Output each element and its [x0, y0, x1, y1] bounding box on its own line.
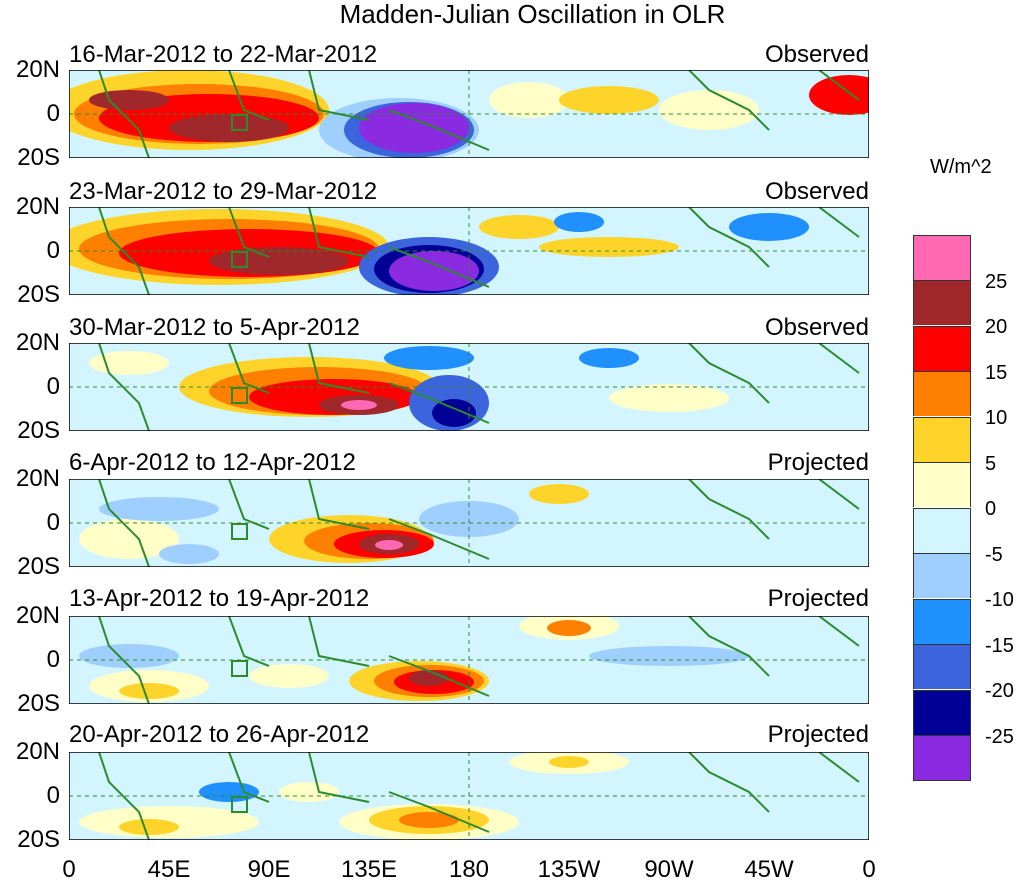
panel-5-kind: Projected	[767, 585, 869, 612]
colorbar-label-10: 10	[985, 407, 1008, 429]
panel-2-lat-20n: 20N	[15, 193, 60, 220]
lon-label-360: 0	[862, 856, 876, 883]
panel-5-lat-20s: 20S	[17, 690, 60, 717]
colorbar-swatch	[913, 417, 971, 462]
panel-6-lat-0: 0	[46, 782, 60, 809]
colorbar-swatch	[913, 735, 971, 781]
panel-3-lat-20s: 20S	[17, 417, 60, 444]
colorbar-swatch	[913, 690, 971, 735]
panel-2-dates: 23-Mar-2012 to 29-Mar-2012	[69, 178, 378, 205]
colorbar-label-25: 25	[985, 271, 1008, 293]
colorbar-label-20: 20	[985, 316, 1008, 338]
colorbar-swatch	[913, 599, 971, 644]
panel-2-kind: Observed	[764, 178, 869, 205]
panel-6-lat-20n: 20N	[15, 738, 60, 765]
panel-1-lat-0: 0	[46, 100, 60, 127]
panel-1-dates: 16-Mar-2012 to 22-Mar-2012	[69, 41, 378, 68]
colorbar-label-15: 15	[985, 362, 1008, 384]
panel-6-map	[69, 752, 869, 840]
panel-6-kind: Projected	[767, 721, 869, 748]
panel-2-lat-20s: 20S	[17, 281, 60, 308]
panel-3-kind: Observed	[764, 314, 869, 341]
lon-label-90w: 90W	[644, 856, 694, 883]
colorbar-label-5: 5	[985, 453, 997, 475]
lon-label-180: 180	[448, 856, 490, 883]
colorbar-unit: W/m^2	[930, 156, 992, 178]
colorbar	[913, 235, 971, 781]
panel-1-lat-20n: 20N	[15, 56, 60, 83]
colorbar-label-0: 0	[985, 498, 997, 520]
colorbar-swatch	[913, 371, 971, 416]
panel-4-dates: 6-Apr-2012 to 12-Apr-2012	[69, 449, 356, 476]
colorbar-label-m15: -15	[985, 635, 1014, 657]
colorbar-label-m25: -25	[985, 726, 1014, 748]
colorbar-swatch	[913, 280, 971, 325]
lon-label-45e: 45E	[147, 856, 191, 883]
panel-3-dates: 30-Mar-2012 to 5-Apr-2012	[69, 314, 360, 341]
colorbar-swatch	[913, 553, 971, 598]
colorbar-swatch	[913, 644, 971, 689]
panel-6-dates: 20-Apr-2012 to 26-Apr-2012	[69, 721, 370, 748]
lon-label-135e: 135E	[340, 856, 398, 883]
panel-3-lat-20n: 20N	[15, 329, 60, 356]
colorbar-label-m20: -20	[985, 680, 1014, 702]
panel-3-lat-0: 0	[46, 373, 60, 400]
panel-5-map	[69, 616, 869, 704]
figure-title: Madden-Julian Oscillation in OLR	[339, 0, 726, 29]
panel-6-lat-20s: 20S	[17, 826, 60, 853]
panel-4-lat-20s: 20S	[17, 553, 60, 580]
panel-2-lat-0: 0	[46, 237, 60, 264]
panel-4-lat-0: 0	[46, 509, 60, 536]
lon-label-135w: 135W	[537, 856, 601, 883]
panel-1-lat-20s: 20S	[17, 144, 60, 171]
colorbar-swatch	[913, 508, 971, 553]
panel-1-kind: Observed	[764, 41, 869, 68]
lon-label-45w: 45W	[744, 856, 794, 883]
lon-label-90e: 90E	[247, 856, 291, 883]
panel-5-dates: 13-Apr-2012 to 19-Apr-2012	[69, 585, 370, 612]
lon-label-0: 0	[62, 856, 76, 883]
panel-5-lat-20n: 20N	[15, 602, 60, 629]
colorbar-label-m10: -10	[985, 589, 1014, 611]
colorbar-swatch	[913, 462, 971, 507]
colorbar-label-m5: -5	[985, 544, 1003, 566]
panel-1-map	[69, 70, 869, 158]
colorbar-swatch	[913, 326, 971, 371]
panel-4-map	[69, 479, 869, 567]
panel-4-lat-20n: 20N	[15, 465, 60, 492]
panel-2-map	[69, 207, 869, 295]
panel-4-kind: Projected	[767, 449, 869, 476]
panel-5-lat-0: 0	[46, 646, 60, 673]
colorbar-swatch	[913, 235, 971, 280]
panel-3-map	[69, 343, 869, 431]
